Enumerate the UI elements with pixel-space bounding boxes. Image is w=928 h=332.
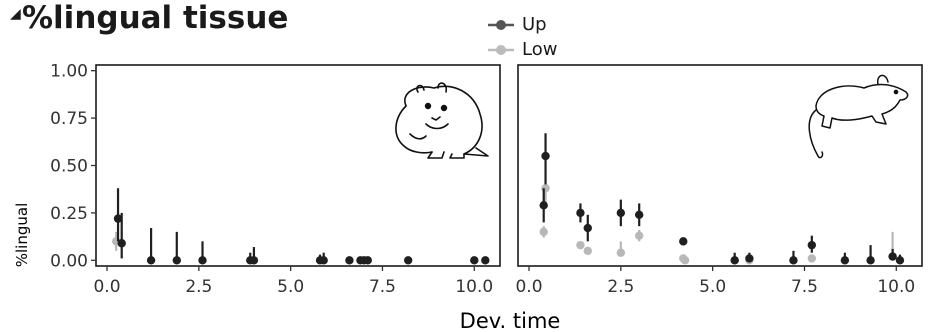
data-point-up: [470, 256, 479, 265]
data-point-up: [576, 208, 585, 218]
data-point-low: [583, 246, 592, 256]
legend-item-up: Up: [486, 12, 557, 37]
data-point-up: [895, 256, 905, 265]
x-axis-label: Dev. time: [460, 309, 561, 332]
data-point-low: [680, 256, 690, 265]
data-point-low: [541, 184, 550, 193]
data-point-low: [807, 254, 817, 263]
data-point-up: [172, 256, 181, 265]
y-tick-label: 0.00: [50, 251, 88, 271]
y-axis-label: %lingual: [13, 203, 31, 267]
data-point-low: [576, 240, 585, 250]
legend-item-low: Low: [486, 37, 557, 62]
x-tick-label: 2.5: [185, 277, 212, 297]
x-tick-label: 0.0: [93, 277, 120, 297]
data-point-up: [541, 151, 550, 161]
x-tick-label: 2.5: [607, 277, 634, 297]
data-point-up: [481, 256, 490, 265]
legend-key-low: [488, 44, 514, 55]
data-point-up: [789, 256, 798, 265]
data-point-up: [363, 256, 372, 265]
x-tick-label: 7.5: [369, 277, 396, 297]
y-tick-label: 0.25: [50, 204, 88, 224]
data-point-up: [249, 256, 259, 265]
data-point-up: [679, 237, 688, 246]
x-tick-label: 10.0: [877, 277, 915, 297]
panel-frame-1: [95, 64, 501, 267]
data-point-up: [117, 239, 126, 248]
data-point-up: [888, 252, 897, 261]
data-point-low: [539, 227, 548, 237]
data-point-up: [198, 256, 207, 265]
data-point-up: [319, 256, 328, 265]
y-tick-label: 0.50: [50, 157, 88, 177]
panel-letter-mark: ◢: [10, 6, 21, 22]
data-point-up: [539, 201, 548, 210]
data-point-up: [730, 256, 739, 265]
data-point-up: [403, 256, 413, 265]
x-tick-label: 10.0: [455, 277, 493, 297]
legend-label-low: Low: [522, 39, 558, 60]
x-tick-label: 7.5: [791, 277, 818, 297]
legend-label-up: Up: [522, 14, 547, 35]
legend-key-up: [488, 19, 514, 30]
panel-frame-2: [517, 64, 923, 267]
data-point-low: [616, 248, 626, 257]
data-point-up: [745, 254, 754, 263]
data-point-low: [635, 231, 644, 240]
data-point-up: [113, 214, 123, 223]
x-tick-label: 5.0: [699, 277, 726, 297]
data-point-up: [866, 256, 875, 265]
y-tick-label: 0.75: [50, 109, 88, 129]
data-point-up: [345, 256, 354, 265]
data-point-up: [635, 210, 644, 220]
data-point-up: [146, 256, 156, 265]
x-tick-label: 5.0: [277, 277, 304, 297]
hamster-icon: [395, 82, 489, 159]
chart-title: %lingual tissue: [22, 0, 289, 36]
data-point-up: [583, 223, 592, 233]
data-point-up: [840, 256, 850, 265]
y-tick-label: 1.00: [50, 62, 88, 82]
data-point-up: [807, 240, 817, 250]
data-point-up: [616, 208, 626, 218]
mouse-icon: [808, 74, 909, 159]
x-tick-label: 0.0: [515, 277, 542, 297]
legend: Up Low: [486, 12, 557, 62]
